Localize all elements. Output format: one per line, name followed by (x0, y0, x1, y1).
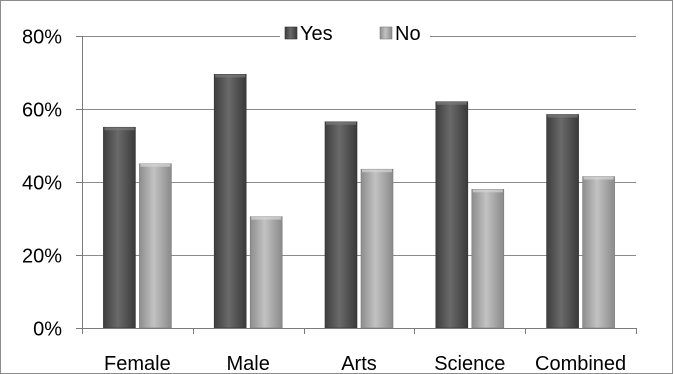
bar-yes-science (435, 101, 469, 329)
axes (76, 36, 637, 334)
y-tick-label: 20% (22, 246, 62, 268)
y-tick-label: 40% (22, 173, 62, 195)
bar-no-female (139, 163, 172, 329)
bar-no-male-top-bevel (251, 216, 282, 220)
bar-no-arts (360, 168, 394, 329)
bar-yes-female (103, 126, 136, 329)
y-tick-label: 0% (33, 319, 62, 341)
bar-yes-science-top-bevel (436, 101, 467, 105)
x-axis-tick-labels: Female Male Arts Science Combined (104, 353, 626, 374)
y-tick-label: 80% (22, 27, 62, 49)
bar-no-science-top-bevel (472, 189, 503, 193)
legend-label-no: No (395, 23, 421, 45)
legend-swatch-no (379, 26, 393, 40)
y-tick-label: 60% (22, 100, 62, 122)
bar-no-male (249, 216, 283, 329)
x-tick-label: Male (227, 353, 270, 374)
bar-yes-arts (324, 121, 358, 329)
bar-yes-combined-top-bevel (547, 114, 578, 118)
x-tick-label: Science (434, 353, 505, 374)
bar-no-science (471, 189, 505, 329)
legend-label-yes: Yes (300, 23, 333, 45)
x-tick-label: Arts (341, 353, 377, 374)
bar-no-combined-top-bevel (583, 176, 614, 180)
bar-yes-arts-top-bevel (326, 121, 356, 125)
legend: Yes No (280, 23, 430, 46)
bar-yes-male (213, 74, 247, 329)
x-tick-label: Combined (535, 353, 626, 374)
bar-yes-male-top-bevel (215, 74, 246, 78)
legend-background (280, 24, 430, 46)
legend-swatch-yes (284, 26, 298, 40)
bar-yes-combined (546, 114, 579, 329)
bar-no-female-top-bevel (140, 163, 171, 167)
bar-no-combined (582, 176, 615, 329)
bar-yes-female-top-bevel (104, 127, 135, 131)
bars (103, 74, 615, 329)
y-axis-tick-labels: 0% 20% 40% 60% 80% (22, 27, 62, 341)
bar-no-arts-top-bevel (362, 169, 392, 173)
x-tick-label: Female (104, 353, 171, 374)
